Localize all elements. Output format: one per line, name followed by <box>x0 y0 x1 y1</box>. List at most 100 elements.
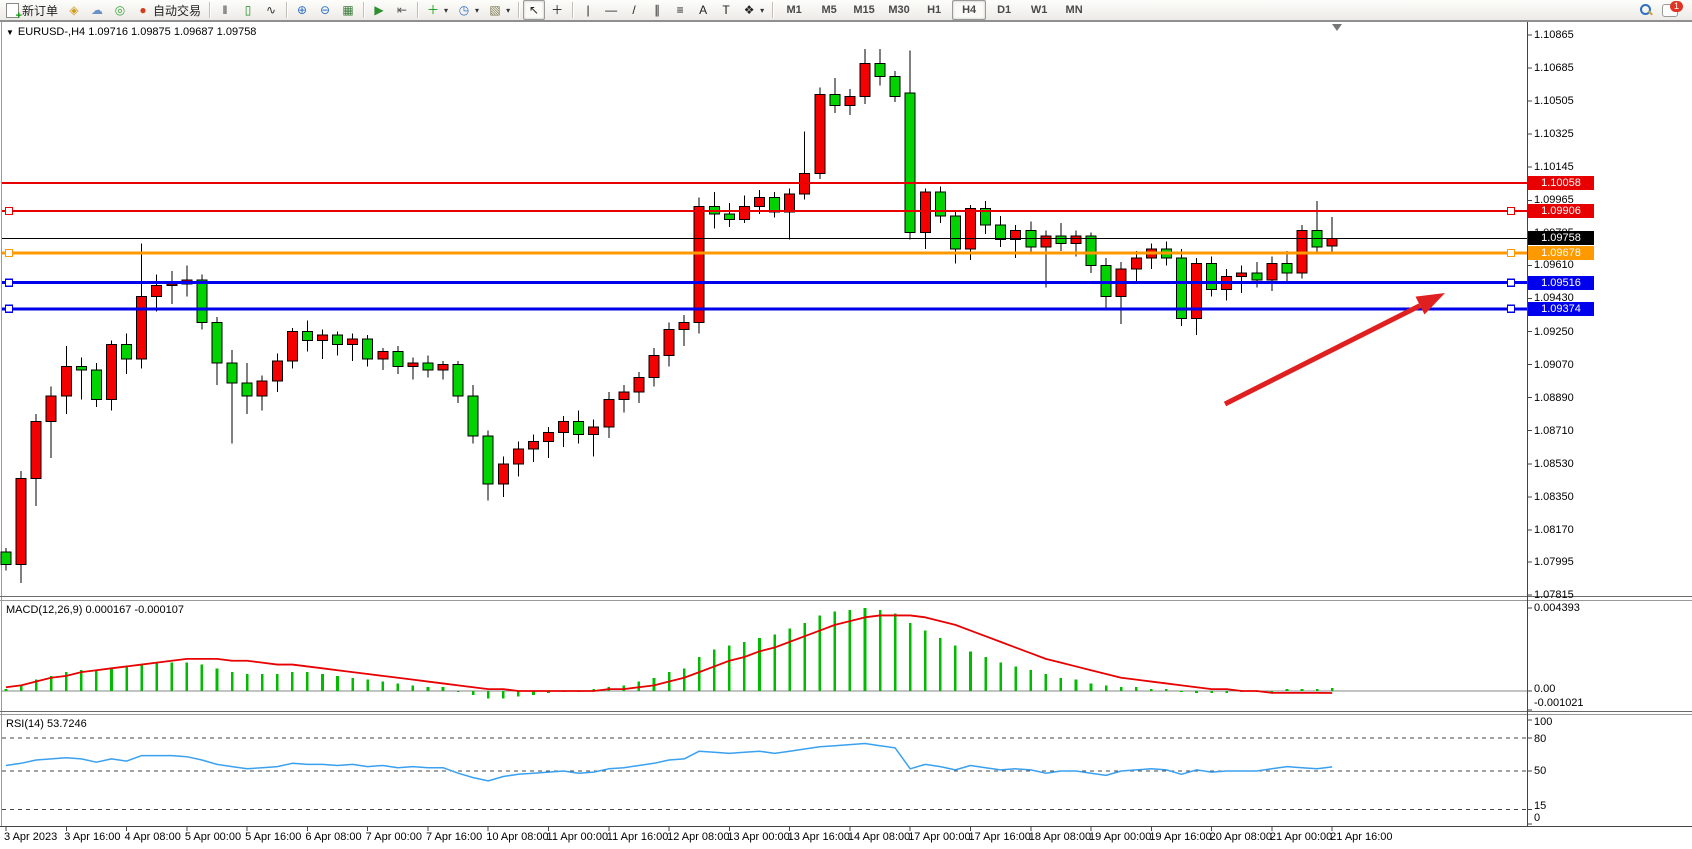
candle-body <box>121 343 133 360</box>
price-badge-1.09516: 1.09516 <box>1528 275 1594 290</box>
templates-button[interactable]: ▧ ▾ <box>484 0 514 20</box>
candle-body <box>648 354 660 378</box>
macd-histogram-bar <box>1150 689 1153 691</box>
autotrading-button[interactable]: ● 自动交易 <box>132 0 205 20</box>
hline-handle-1.09678[interactable] <box>1506 248 1516 258</box>
crosshair-button[interactable]: ＋ <box>546 0 568 20</box>
macd-histogram-bar <box>1044 673 1048 691</box>
line-chart-button[interactable]: ∿ <box>260 0 282 20</box>
periods-button-dropdown-icon[interactable]: ▾ <box>475 5 480 15</box>
macd-histogram-bar <box>833 611 837 691</box>
timeframe-M15[interactable]: M15 <box>853 4 875 16</box>
macd-histogram-bar <box>1059 677 1063 691</box>
macd-histogram-bar <box>893 613 897 691</box>
hline-handle-1.09678[interactable] <box>4 248 14 258</box>
candle-body <box>1085 235 1097 266</box>
chart-shift-marker[interactable] <box>1332 24 1342 31</box>
candle-body <box>527 441 539 450</box>
chart-title-row: ▼ EURUSD-,H4 1.09716 1.09875 1.09687 1.0… <box>6 26 256 38</box>
label-button[interactable]: T <box>715 0 737 20</box>
macd-histogram-bar <box>547 691 550 693</box>
hline-handle-1.09516[interactable] <box>4 278 14 287</box>
tile-windows-button[interactable]: ▦ <box>337 0 359 20</box>
timeframe-H1[interactable]: H1 <box>927 4 942 16</box>
zoom-out-button[interactable]: ⊖ <box>314 0 336 20</box>
indicators-button-dropdown-icon[interactable]: ▾ <box>444 5 449 15</box>
timeframe-H4[interactable]: H4 <box>952 0 987 20</box>
macd-histogram-bar <box>818 615 822 691</box>
equidistant-channel-button[interactable]: ∥ <box>646 0 668 20</box>
timeframe-W1[interactable]: W1 <box>1030 4 1048 16</box>
date-axis-label: 13 Apr 16:00 <box>787 831 851 843</box>
timeframe-M1[interactable]: M1 <box>786 4 802 16</box>
hline-handle-1.09374[interactable] <box>1506 304 1516 313</box>
trend-arrow-annotation[interactable] <box>1223 293 1445 407</box>
hline-handle-1.09906[interactable] <box>4 206 14 216</box>
candle-body <box>919 191 931 233</box>
indicators-button[interactable]: ＋ ▾ <box>422 0 452 20</box>
arrows-button[interactable]: ❖ ▾ <box>738 0 768 20</box>
candle-body <box>995 224 1007 241</box>
autotrading-icon: ● <box>139 3 147 17</box>
date-axis-label: 10 Apr 08:00 <box>486 831 549 843</box>
macd-histogram-bar <box>954 645 957 691</box>
auto-scroll-button[interactable]: ▶ <box>368 0 390 20</box>
macd-histogram-bar <box>200 664 204 691</box>
macd-histogram-bar <box>1180 691 1183 692</box>
cursor-button[interactable]: ↖ <box>523 0 546 20</box>
templates-button-dropdown-icon[interactable]: ▾ <box>506 5 511 15</box>
price-badge-1.09374: 1.09374 <box>1528 301 1594 316</box>
macd-histogram-bar <box>155 662 158 691</box>
candle-body <box>407 362 419 367</box>
candle-body <box>769 197 781 213</box>
candlestick-chart-button[interactable]: ▯ <box>237 0 259 20</box>
new-order-icon: + <box>6 2 22 21</box>
chart-shift-button[interactable]: ⇤ <box>391 0 413 20</box>
candle-body <box>829 94 841 107</box>
macd-histogram-bar <box>291 672 294 691</box>
market-watch-button[interactable]: ◈ <box>63 0 85 20</box>
market-watch-icon: ◈ <box>69 3 79 17</box>
date-axis-label: 5 Apr 16:00 <box>245 831 302 843</box>
text-button[interactable]: A <box>692 0 714 20</box>
candle-body <box>437 364 449 371</box>
zoom-in-button[interactable]: ⊕ <box>291 0 313 20</box>
navigator-button[interactable]: ☁ <box>86 0 108 20</box>
toolbar-separator <box>772 2 774 18</box>
fibonacci-button[interactable]: ≡ <box>669 0 691 20</box>
macd-histogram-bar <box>878 609 882 691</box>
price-axis-tick-label: 1.07995 <box>1534 555 1574 568</box>
timeframe-M5[interactable]: M5 <box>821 4 837 16</box>
periods-button[interactable]: ◷ ▾ <box>453 0 483 20</box>
bar-chart-button[interactable]: ‖ <box>214 0 236 20</box>
notifications-button[interactable]: 1 <box>1658 0 1683 20</box>
vertical-line-button[interactable]: | <box>577 0 599 20</box>
hline-handle-1.09516[interactable] <box>1506 278 1516 287</box>
macd-histogram-bar <box>1165 689 1168 691</box>
macd-histogram-bar <box>19 685 23 691</box>
timeframe-M30[interactable]: M30 <box>888 4 910 16</box>
zoom-in-icon: ⊕ <box>297 3 308 17</box>
timeframe-MN[interactable]: MN <box>1065 4 1083 16</box>
horizontal-line-button[interactable]: — <box>600 0 622 20</box>
arrow-shaft[interactable] <box>1223 303 1422 407</box>
price-axis-tick-label: 1.09430 <box>1534 292 1574 305</box>
new-order-button[interactable]: + 新订单 <box>2 0 62 21</box>
hline-handle-1.09906[interactable] <box>1506 206 1516 216</box>
macd-histogram-bar <box>230 672 234 691</box>
data-window-button[interactable]: ◎ <box>109 0 131 20</box>
arrows-button-dropdown-icon[interactable]: ▾ <box>760 5 765 15</box>
candle-body <box>105 343 117 400</box>
trendline-button[interactable]: / <box>623 0 645 20</box>
search-button[interactable] <box>1635 0 1657 20</box>
rsi-line <box>5 742 1333 782</box>
one-click-trading-toggle[interactable]: ▼ <box>6 27 14 37</box>
candle-body <box>1040 235 1052 248</box>
timeframe-D1[interactable]: D1 <box>997 4 1012 16</box>
price-badge-1.10058: 1.10058 <box>1528 176 1594 191</box>
toolbar-separator <box>209 2 211 18</box>
candle-body <box>949 215 961 250</box>
candle-body <box>512 448 524 465</box>
hline-handle-1.09374[interactable] <box>4 304 14 313</box>
toolbar-separator <box>286 2 288 18</box>
